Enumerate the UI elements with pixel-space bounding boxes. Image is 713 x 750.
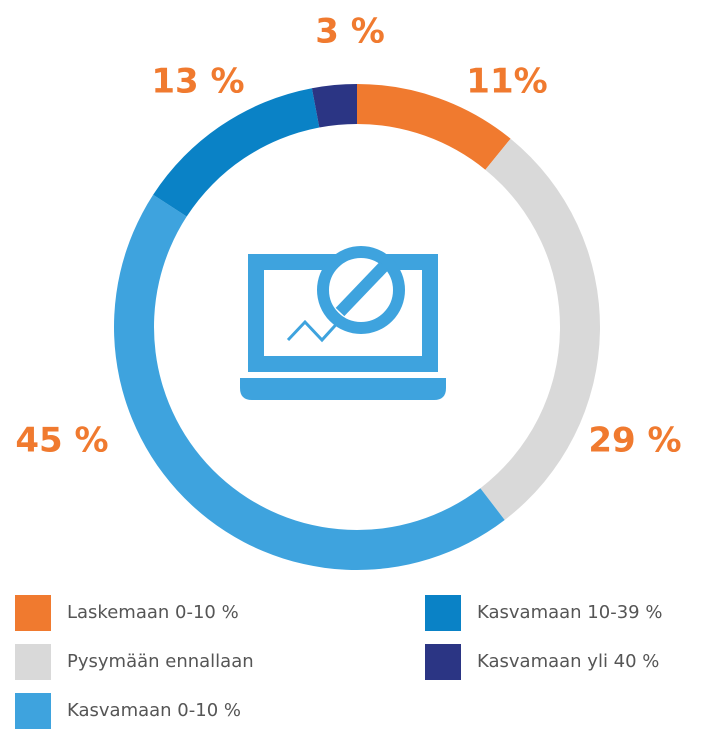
donut-segment xyxy=(480,138,601,520)
legend-swatch xyxy=(15,693,51,729)
legend-swatch xyxy=(425,644,461,680)
value-label: 3 % xyxy=(315,12,385,52)
value-label: 45 % xyxy=(15,421,108,461)
donut-segment xyxy=(114,194,505,571)
donut-segment xyxy=(311,84,357,128)
legend-label: Pysymään ennallaan xyxy=(67,651,254,672)
value-label: 11% xyxy=(466,62,547,102)
donut-segment xyxy=(357,84,511,170)
donut-segment xyxy=(153,88,320,217)
laptop-icon xyxy=(240,246,446,400)
legend-label: Kasvamaan 10-39 % xyxy=(477,602,662,623)
legend-label: Kasvamaan yli 40 % xyxy=(477,651,659,672)
legend-swatch xyxy=(15,644,51,680)
legend-swatch xyxy=(425,595,461,631)
value-label: 13 % xyxy=(151,62,244,102)
legend-swatch xyxy=(15,595,51,631)
legend-label: Kasvamaan 0-10 % xyxy=(67,700,241,721)
legend-label: Laskemaan 0-10 % xyxy=(67,602,239,623)
value-label: 29 % xyxy=(588,421,681,461)
